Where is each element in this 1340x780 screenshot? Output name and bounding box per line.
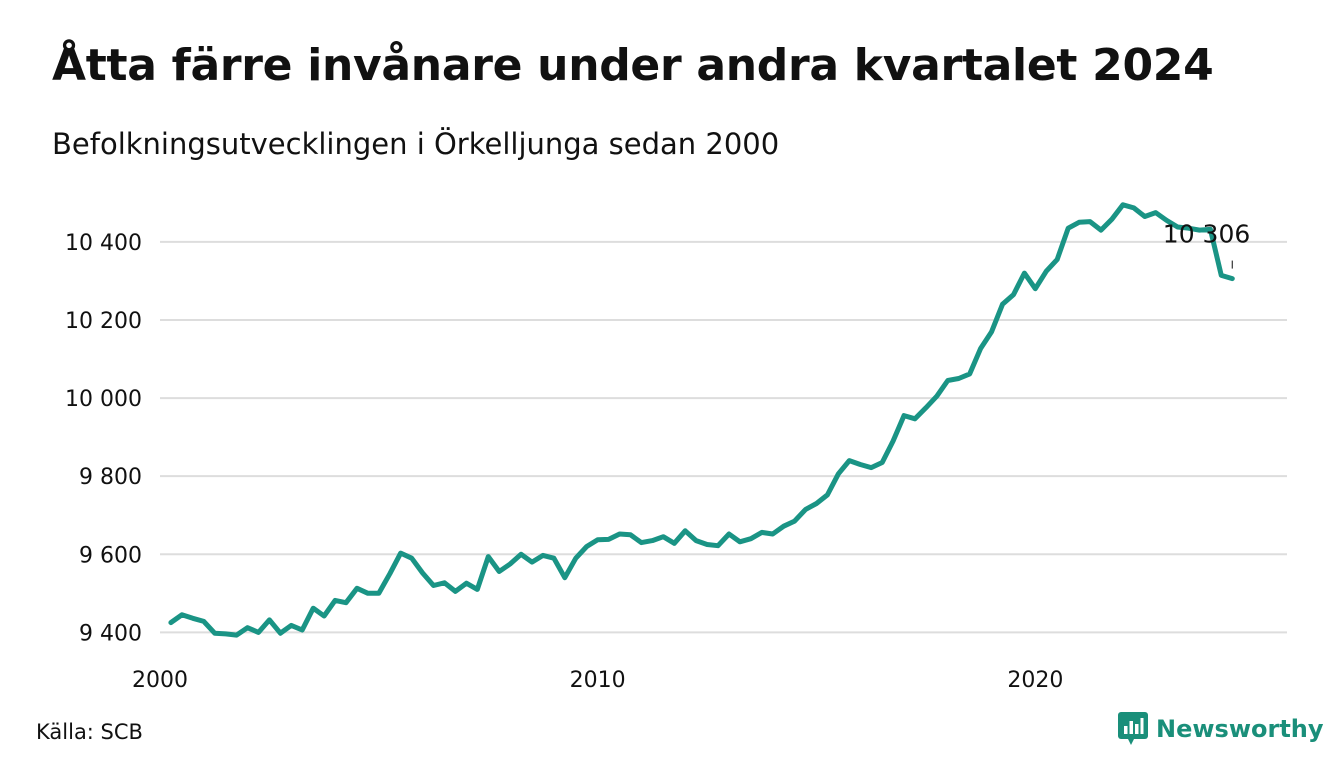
y-tick-label: 9 800 xyxy=(79,465,142,490)
y-axis: 9 400 9 600 9 800 10 000 10 200 10 400 xyxy=(65,231,142,647)
series-line xyxy=(168,202,1235,638)
x-tick-label: 2010 xyxy=(570,668,626,693)
y-tick-label: 10 000 xyxy=(65,387,142,412)
y-tick-label: 10 200 xyxy=(65,309,142,334)
x-tick-label: 2020 xyxy=(1007,668,1063,693)
x-axis: 2000 2010 2020 xyxy=(132,668,1063,693)
gridlines xyxy=(160,240,1287,634)
source-note: Källa: SCB xyxy=(36,720,143,744)
y-tick-label: 10 400 xyxy=(65,231,142,256)
x-tick-label: 2000 xyxy=(132,668,188,693)
last-value-label: 10 306 xyxy=(1163,220,1250,249)
chart-subtitle: Befolkningsutvecklingen i Örkelljunga se… xyxy=(52,127,780,161)
y-tick-label: 9 400 xyxy=(79,621,142,646)
chart-title: Åtta färre invånare under andra kvartale… xyxy=(52,40,1214,91)
y-tick-label: 9 600 xyxy=(79,543,142,568)
newsworthy-logo-icon xyxy=(1118,712,1148,745)
brand-logo: Newsworthy xyxy=(1118,712,1324,746)
brand-name: Newsworthy xyxy=(1156,715,1324,743)
